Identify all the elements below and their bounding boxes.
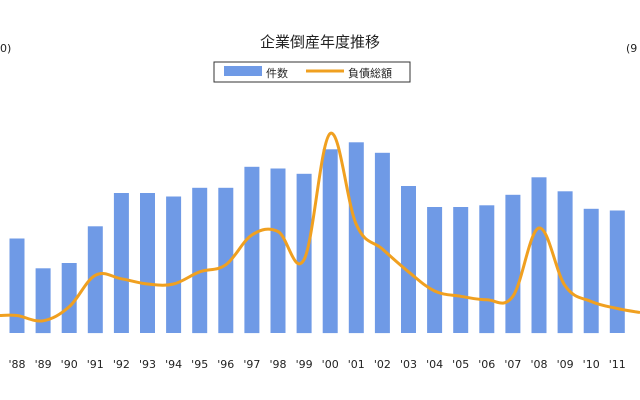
bar-02 (374, 152, 390, 334)
bars (9, 142, 625, 334)
x-tick-02: '02 (374, 358, 391, 371)
x-tick-97: '97 (243, 358, 260, 371)
bar-07 (505, 194, 521, 334)
bar-96 (218, 187, 234, 334)
x-tick-04: '04 (426, 358, 443, 371)
x-tick-11: '11 (609, 358, 626, 371)
x-tick-08: '08 (530, 358, 547, 371)
x-tick-07: '07 (504, 358, 521, 371)
x-tick-labels: '88 '89 '90 '91 '92 '93 '94 '95 '96 '97 '98 '99 '00 '… (8, 358, 625, 371)
bar-11 (609, 210, 625, 333)
bar-00 (322, 149, 338, 334)
legend-line-label: 負債総額 (348, 66, 392, 80)
bar-94 (166, 196, 182, 333)
x-tick-06: '06 (478, 358, 495, 371)
bar-08 (531, 177, 547, 334)
bar-91 (87, 226, 103, 334)
bar-92 (113, 193, 129, 333)
bar-89 (35, 268, 51, 334)
x-tick-05: '05 (452, 358, 469, 371)
bar-95 (192, 187, 208, 334)
x-tick-93: '93 (139, 358, 156, 371)
x-tick-09: '09 (557, 358, 574, 371)
bar-01 (348, 142, 364, 334)
x-tick-03: '03 (400, 358, 417, 371)
x-tick-10: '10 (583, 358, 600, 371)
bar-04 (427, 207, 443, 333)
x-tick-99: '99 (296, 358, 313, 371)
x-tick-00: '00 (322, 358, 339, 371)
x-tick-94: '94 (165, 358, 182, 371)
debt-line (0, 131, 640, 323)
chart-title: 企業倒産年度推移 (260, 33, 380, 51)
x-tick-95: '95 (191, 358, 208, 371)
bar-93 (140, 193, 155, 333)
left-axis-fragment: 0) (0, 42, 11, 55)
x-tick-91: '91 (87, 358, 104, 371)
right-axis-fragment: (9 (626, 42, 637, 55)
x-tick-89: '89 (35, 358, 52, 371)
bar-03 (401, 186, 416, 333)
bar-99 (296, 173, 312, 334)
bar-88 (9, 238, 25, 333)
bar-09 (557, 191, 573, 334)
x-tick-96: '96 (217, 358, 234, 371)
bar-10 (583, 208, 599, 334)
x-tick-98: '98 (269, 358, 286, 371)
bar-98 (270, 168, 286, 333)
x-tick-88: '88 (8, 358, 25, 371)
x-tick-01: '01 (348, 358, 365, 371)
bar-90 (61, 263, 77, 333)
bar-97 (244, 166, 260, 334)
x-tick-90: '90 (61, 358, 78, 371)
bar-06 (479, 205, 495, 334)
x-tick-92: '92 (113, 358, 130, 371)
legend-bar-swatch (224, 66, 262, 76)
debt-line-path (0, 131, 640, 323)
legend: 件数 負債総額 (213, 61, 411, 83)
legend-bar-label: 件数 (266, 67, 288, 80)
bar-05 (453, 207, 469, 333)
